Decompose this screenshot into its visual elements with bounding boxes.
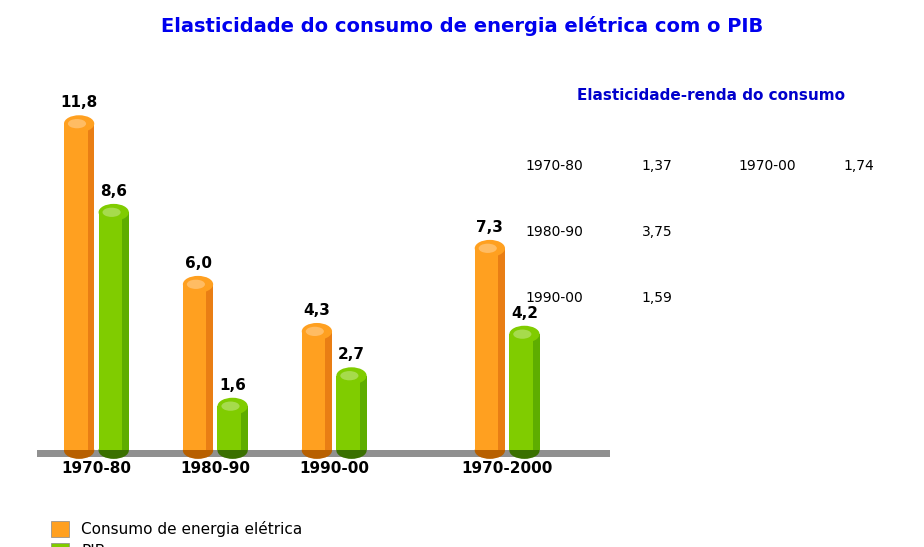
- Text: 1980-90: 1980-90: [525, 225, 583, 239]
- Ellipse shape: [475, 442, 505, 459]
- Bar: [498, 248, 505, 451]
- Legend: Consumo de energia elétrica, PIB: Consumo de energia elétrica, PIB: [44, 515, 309, 547]
- Ellipse shape: [513, 329, 531, 339]
- Ellipse shape: [99, 442, 128, 459]
- Bar: [241, 406, 248, 451]
- Text: 1970-00: 1970-00: [738, 159, 796, 173]
- Ellipse shape: [222, 401, 239, 411]
- Ellipse shape: [509, 442, 540, 459]
- Ellipse shape: [217, 442, 248, 459]
- Text: 8,6: 8,6: [100, 184, 128, 199]
- Bar: [475, 248, 505, 451]
- Text: 1,59: 1,59: [641, 290, 673, 305]
- Bar: [37, 451, 610, 457]
- Ellipse shape: [99, 204, 128, 220]
- Text: 7,3: 7,3: [477, 220, 504, 235]
- Bar: [533, 334, 540, 451]
- Text: 11,8: 11,8: [60, 95, 98, 110]
- Ellipse shape: [479, 243, 497, 253]
- Ellipse shape: [336, 367, 367, 384]
- Text: 4,3: 4,3: [303, 303, 331, 318]
- Bar: [360, 376, 367, 451]
- Ellipse shape: [64, 115, 94, 132]
- Bar: [217, 406, 248, 451]
- Ellipse shape: [336, 442, 367, 459]
- Bar: [336, 376, 367, 451]
- Bar: [206, 284, 213, 451]
- Ellipse shape: [64, 442, 94, 459]
- Text: 1970-80: 1970-80: [61, 461, 131, 476]
- Bar: [122, 212, 128, 451]
- Ellipse shape: [103, 208, 121, 217]
- Text: 1970-80: 1970-80: [525, 159, 583, 173]
- Text: 4,2: 4,2: [511, 306, 538, 321]
- Bar: [183, 284, 213, 451]
- Text: 2,7: 2,7: [338, 347, 365, 362]
- Bar: [99, 212, 128, 451]
- Bar: [88, 124, 94, 451]
- Text: Elasticidade do consumo de energia elétrica com o PIB: Elasticidade do consumo de energia elétr…: [161, 16, 763, 37]
- Bar: [64, 124, 94, 451]
- Ellipse shape: [183, 442, 213, 459]
- Ellipse shape: [187, 280, 205, 289]
- Text: 3,75: 3,75: [641, 225, 673, 239]
- Text: 1,74: 1,74: [844, 159, 874, 173]
- Text: 1990-00: 1990-00: [299, 461, 370, 476]
- Text: 1990-00: 1990-00: [525, 290, 583, 305]
- Text: 1980-90: 1980-90: [180, 461, 250, 476]
- Bar: [325, 331, 332, 451]
- Ellipse shape: [68, 119, 86, 129]
- Ellipse shape: [509, 326, 540, 342]
- Text: 1970-2000: 1970-2000: [461, 461, 553, 476]
- Bar: [509, 334, 540, 451]
- Bar: [302, 331, 332, 451]
- Text: Elasticidade-renda do consumo: Elasticidade-renda do consumo: [578, 88, 845, 102]
- Ellipse shape: [183, 276, 213, 293]
- Ellipse shape: [340, 371, 359, 380]
- Ellipse shape: [302, 442, 332, 459]
- Text: 6,0: 6,0: [185, 256, 212, 271]
- Ellipse shape: [302, 323, 332, 340]
- Ellipse shape: [217, 398, 248, 415]
- Text: 1,37: 1,37: [641, 159, 673, 173]
- Text: 1,6: 1,6: [219, 378, 246, 393]
- Ellipse shape: [306, 327, 324, 336]
- Ellipse shape: [475, 240, 505, 257]
